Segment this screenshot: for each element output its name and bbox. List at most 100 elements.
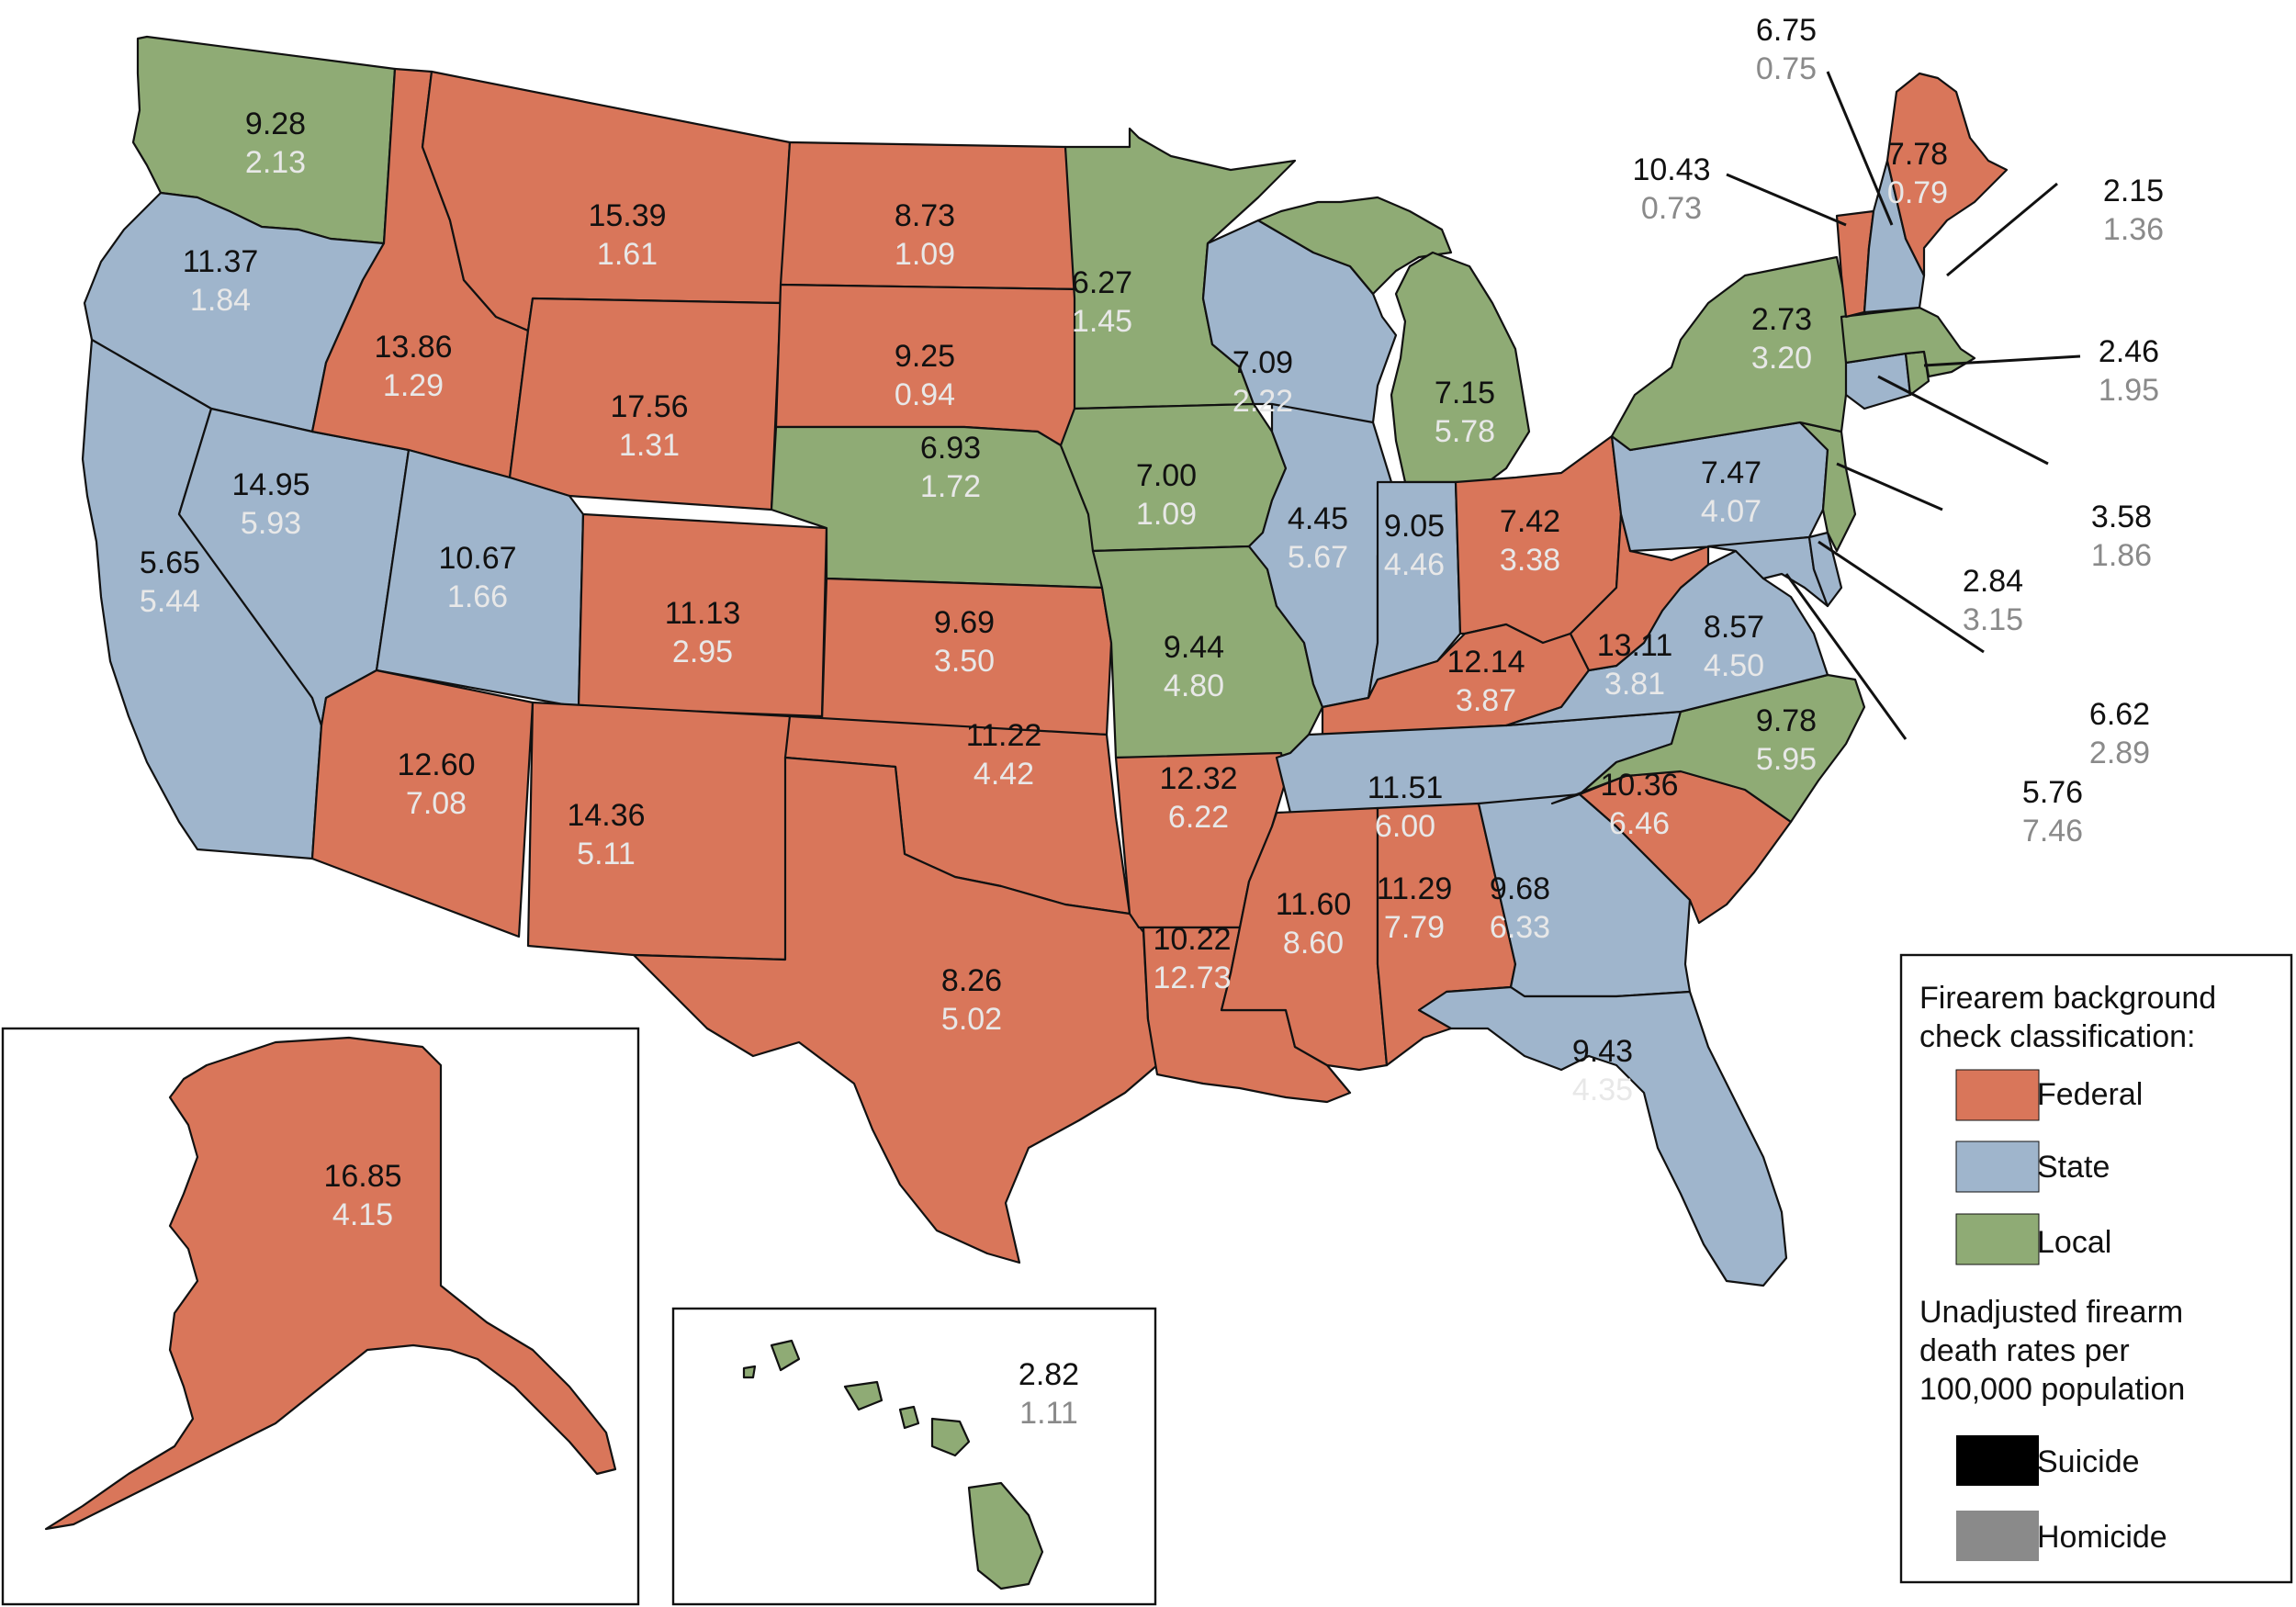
homicide-rate-mo: 4.80 [1164,669,1224,703]
state-MI [1390,251,1531,484]
homicide-rate-me: 0.79 [1887,175,1948,210]
homicide-rate-ms: 8.60 [1283,926,1344,961]
state-MA [1840,306,1976,378]
homicide-rate-in: 4.46 [1384,547,1445,582]
suicide-rate-nd: 8.73 [895,198,955,233]
suicide-rate-wy: 17.56 [610,389,688,424]
homicide-rate-tn: 6.00 [1375,809,1435,844]
homicide-rate-or: 1.84 [190,283,251,318]
homicide-rate-nd: 1.09 [895,237,955,272]
homicide-rate-ca: 5.44 [140,584,200,619]
state-WV [1569,512,1710,672]
legend-rates-1: Unadjusted firearm [1919,1295,2183,1330]
suicide-rate-nj: 2.84 [1963,564,2023,599]
legend: Firearem background check classification… [1899,953,2293,1584]
homicide-rate-mi: 5.78 [1435,414,1495,449]
homicide-rate-la: 12.73 [1153,961,1231,995]
homicide-rate-mt: 1.61 [597,237,658,272]
legend-label-federal: Federal [2037,1077,2143,1112]
hawaii-islands [742,1339,1044,1590]
suicide-rate-nv: 14.95 [231,467,310,502]
suicide-rate-mt: 15.39 [588,198,666,233]
legend-swatch-federal [1955,1069,2040,1121]
suicide-rate-az: 12.60 [397,747,475,782]
state-NJ [1798,421,1857,553]
homicide-rate-ny: 3.20 [1751,341,1812,376]
suicide-rate-ar: 12.32 [1159,761,1237,796]
homicide-rate-sd: 0.94 [895,377,955,412]
suicide-rate-id: 13.86 [374,330,452,365]
homicide-rate-az: 7.08 [406,786,467,821]
homicide-rate-ia: 1.09 [1136,497,1197,532]
homicide-rate-vt: 0.73 [1641,191,1702,226]
suicide-rate-hi: 2.82 [1019,1357,1079,1392]
suicide-rate-mn: 6.27 [1072,265,1132,300]
suicide-rate-co: 11.13 [665,596,741,631]
suicide-rate-tn: 11.51 [1367,770,1444,805]
legend-title-2: check classification: [1919,1019,2195,1054]
suicide-rate-ks: 9.69 [934,605,995,640]
state-KS [820,577,1113,736]
suicide-rate-mi: 7.15 [1435,376,1495,410]
homicide-rate-co: 2.95 [672,635,733,669]
suicide-rate-ms: 11.60 [1276,887,1352,922]
suicide-rate-ok: 11.22 [966,718,1042,753]
homicide-rate-wi: 2.22 [1232,384,1293,419]
homicide-rate-nh: 0.75 [1756,51,1817,86]
suicide-rate-ct: 3.58 [2091,500,2152,534]
homicide-rate-ak: 4.15 [332,1197,393,1232]
suicide-rate-wi: 7.09 [1232,345,1293,380]
state-MI-upper [1256,196,1453,296]
homicide-rate-nm: 5.11 [577,837,636,871]
homicide-rate-ks: 3.50 [934,644,995,679]
state-ME [1885,72,2009,277]
leader-lines [1726,71,2081,740]
homicide-rate-wy: 1.31 [619,428,680,463]
legend-swatch-homicide [1956,1511,2039,1561]
suicide-rate-va: 8.57 [1704,610,1764,645]
legend-label-suicide: Suicide [2037,1444,2140,1479]
suicide-rate-ma: 2.15 [2103,174,2164,208]
homicide-rate-mn: 1.45 [1072,304,1132,339]
state-labels: 9.282.1311.371.845.655.4414.955.9313.861… [140,13,2164,1431]
suicide-rate-nm: 14.36 [567,798,645,833]
state-NY [1610,255,1852,452]
legend-label-state: State [2037,1150,2110,1185]
suicide-rate-al: 11.29 [1377,871,1453,906]
suicide-rate-tx: 8.26 [941,963,1002,998]
suicide-rate-ri: 2.46 [2099,334,2159,369]
homicide-rate-va: 4.50 [1704,648,1764,683]
state-NC [1550,673,1866,824]
homicide-rate-sc: 6.46 [1609,806,1670,841]
homicide-rate-de: 2.89 [2089,736,2150,770]
hawaii-inset-frame [671,1307,1157,1606]
state-AZ [310,669,535,938]
state-FL [1417,985,1788,1287]
suicide-rate-wa: 9.28 [245,107,306,141]
homicide-rate-al: 7.79 [1384,910,1445,945]
suicide-rate-or: 11.37 [183,244,259,279]
legend-rates-2: death rates per [1919,1333,2130,1368]
suicide-rate-ny: 2.73 [1751,302,1812,337]
homicide-rate-wv: 3.81 [1604,667,1665,702]
suicide-rate-ga: 9.68 [1490,871,1550,906]
homicide-rate-ut: 1.66 [447,579,508,614]
suicide-rate-ky: 12.14 [1446,645,1525,680]
suicide-rate-fl: 9.43 [1572,1034,1633,1069]
suicide-rate-sc: 10.36 [1600,768,1678,803]
homicide-rate-ar: 6.22 [1168,800,1229,835]
state-DE [1807,531,1843,608]
suicide-rate-mo: 9.44 [1164,630,1224,665]
homicide-rate-wa: 2.13 [245,145,306,180]
legend-swatch-local [1955,1213,2040,1265]
homicide-rate-oh: 3.38 [1500,543,1560,578]
suicide-rate-md: 5.76 [2022,775,2083,810]
state-shapes [81,35,2009,1287]
homicide-rate-tx: 5.02 [941,1002,1002,1037]
legend-swatch-state [1955,1141,2040,1193]
legend-swatch-suicide [1956,1435,2039,1486]
homicide-rate-hi: 1.11 [1019,1396,1078,1431]
state-HI [967,1481,1044,1590]
suicide-rate-ak: 16.85 [323,1159,401,1194]
